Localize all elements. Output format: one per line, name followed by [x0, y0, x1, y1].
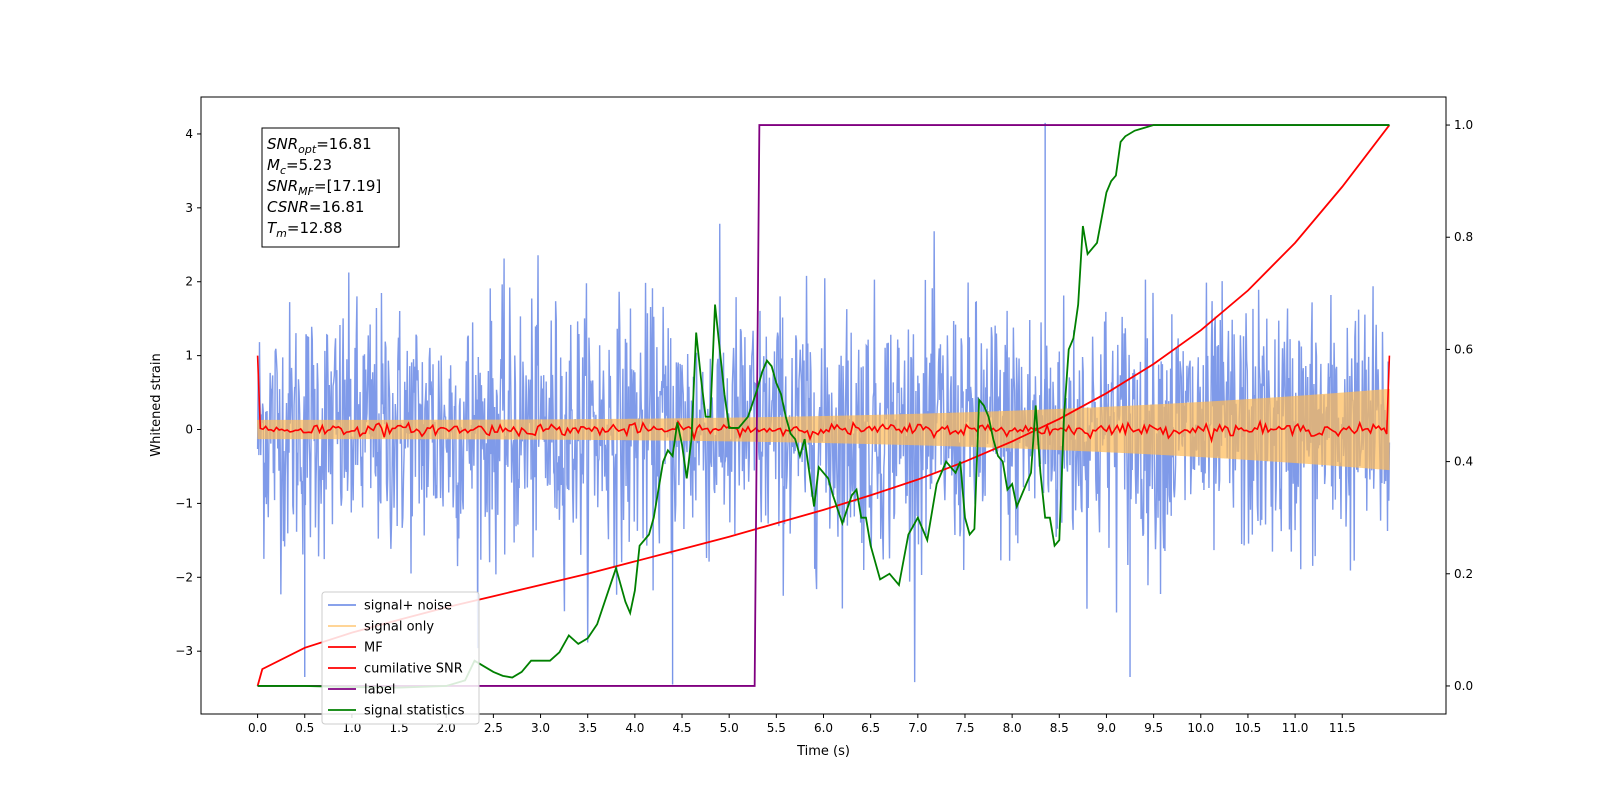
x-tick-label: 10.0 [1187, 721, 1214, 735]
legend-frame [321, 591, 480, 725]
legend-label: label [364, 683, 395, 698]
y2-tick-label: 0.2 [1454, 567, 1473, 581]
legend-label: cumilative SNR [364, 662, 463, 677]
legend-label: signal statistics [364, 704, 465, 719]
annotation-subscript: c [280, 164, 286, 177]
x-tick-label: 2.5 [484, 721, 503, 735]
annotation-value: =16.81 [316, 135, 372, 153]
y-tick-label: −1 [175, 496, 193, 510]
y2-tick-label: 0.0 [1454, 679, 1473, 693]
annotation-value: =5.23 [286, 156, 332, 174]
y-tick-label: −2 [175, 570, 193, 584]
y-tick-label: 1 [185, 349, 193, 363]
x-tick-label: 6.0 [814, 721, 833, 735]
mf-line [256, 355, 1391, 444]
annotation-subscript: m [276, 227, 287, 240]
x-tick-label: 8.5 [1050, 721, 1069, 735]
x-tick-label: 0.5 [295, 721, 314, 735]
signal-statistics-line [257, 124, 1390, 689]
x-tick-label: 11.0 [1282, 721, 1309, 735]
x-tick-label: 3.0 [531, 721, 550, 735]
x-tick-label: 4.5 [672, 721, 691, 735]
annotation-symbol: T [267, 219, 278, 237]
x-tick-label: 3.5 [578, 721, 597, 735]
annotation-frame [261, 127, 400, 248]
annotation-subscript: MF [298, 185, 314, 198]
y2-tick-label: 0.8 [1454, 230, 1473, 244]
y-axis-label: Whitened strain [149, 353, 164, 456]
annotation-line: SNRMF=[17.19] [267, 177, 381, 198]
legend-label: MF [364, 641, 383, 656]
annotation-box: SNRopt=16.81Mc=5.23SNRMF=[17.19]CSNR=16.… [261, 127, 400, 248]
y-tick-label: 2 [185, 275, 193, 289]
annotation-symbol: CSNR [267, 198, 309, 216]
x-tick-label: 9.5 [1144, 721, 1163, 735]
y-tick-label: −3 [175, 644, 193, 658]
x-tick-label: 4.0 [625, 721, 644, 735]
annotation-subscript: opt [298, 143, 317, 156]
y-tick-label: 0 [185, 423, 193, 437]
legend: signal+ noise signal only MF cumilative SNR… [321, 591, 480, 725]
axis-ticks: 0.0 0.5 1.0 1.5 2.0 2.5 3.0 3.5 4.0 4.5 5.0 5.5 6.0 6… [175, 118, 1473, 735]
annotation-line: Mc=5.23 [267, 156, 332, 177]
x-tick-label: 9.0 [1097, 721, 1116, 735]
annotation-line: CSNR=16.81 [267, 198, 364, 216]
y2-tick-label: 0.6 [1454, 342, 1473, 356]
annotation-value: =[17.19] [314, 177, 381, 195]
annotation-symbol: SNR [267, 135, 298, 153]
label-line [257, 124, 1390, 687]
y2-tick-label: 0.4 [1454, 455, 1473, 469]
x-tick-label: 7.0 [908, 721, 927, 735]
annotation-symbol: SNR [267, 177, 298, 195]
signal-only-line [256, 388, 1391, 471]
annotation-line: Tm=12.88 [267, 219, 342, 240]
annotation-value: =16.81 [309, 198, 365, 216]
annotation-line: SNRopt=16.81 [267, 135, 372, 156]
x-tick-label: 7.5 [955, 721, 974, 735]
y2-tick-label: 1.0 [1454, 118, 1473, 132]
x-tick-label: 10.5 [1235, 721, 1262, 735]
x-tick-label: 0.0 [248, 721, 267, 735]
x-tick-label: 5.0 [720, 721, 739, 735]
x-tick-label: 11.5 [1329, 721, 1356, 735]
y-tick-label: 4 [185, 127, 193, 141]
legend-label: signal+ noise [364, 599, 452, 614]
annotation-symbol: M [267, 156, 280, 174]
legend-label: signal only [364, 620, 434, 635]
x-tick-label: 5.5 [767, 721, 786, 735]
y-tick-label: 3 [185, 201, 193, 215]
x-axis-label: Time (s) [796, 744, 850, 759]
x-tick-label: 8.0 [1003, 721, 1022, 735]
annotation-value: =12.88 [287, 219, 343, 237]
x-tick-label: 6.5 [861, 721, 880, 735]
